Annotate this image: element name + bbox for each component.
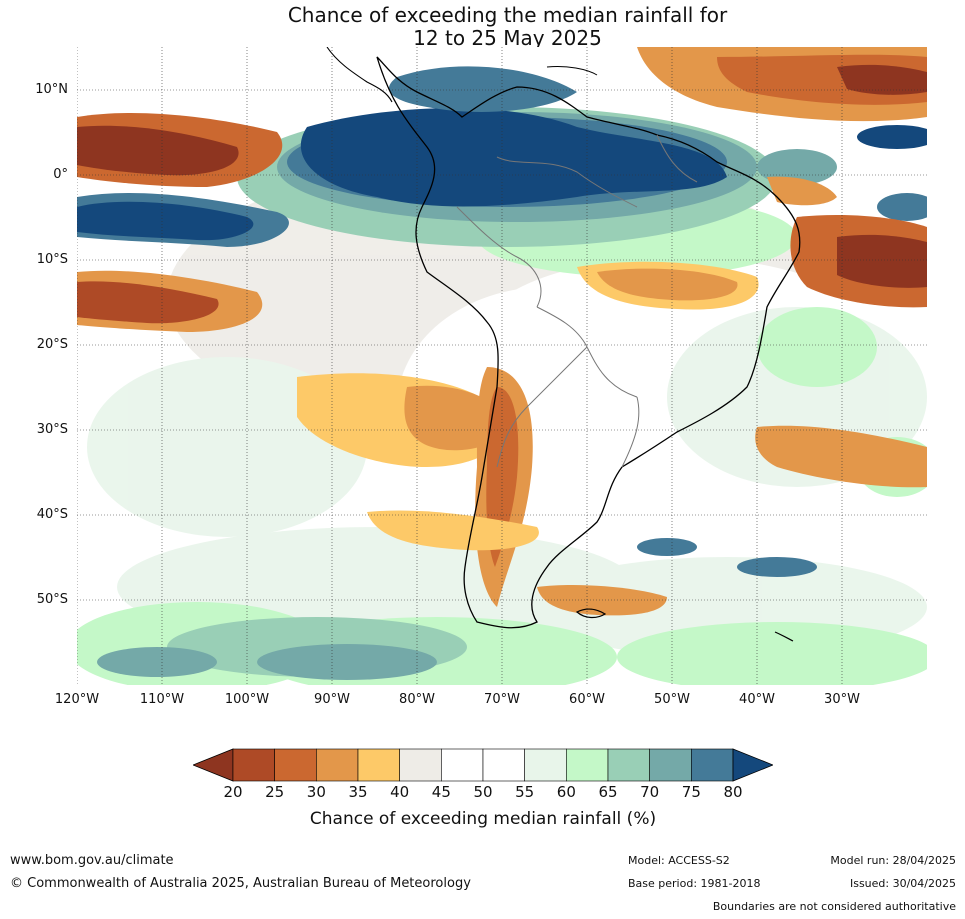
country-borders [456,134,698,468]
caribbean-islands [546,66,598,76]
colorbar-tick-label: 35 [348,783,368,801]
copyright-text: © Commonwealth of Australia 2025, Austra… [10,876,471,891]
lat-label-50s: 50°S [36,592,68,607]
central-america-coastline [326,47,393,103]
lon-label-120w: 120°W [54,692,100,707]
lon-label-110w: 110°W [139,692,185,707]
lon-label-70w: 70°W [484,692,520,707]
lat-label-40s: 40°S [36,507,68,522]
colorbar-tick-label: 45 [431,783,451,801]
colorbar-arrow-low [193,748,234,782]
colorbar-tick-label: 65 [598,783,618,801]
colorbar-tick-label: 20 [223,783,243,801]
colorbar-tick-label: 70 [640,783,660,801]
colorbar-tick-label: 30 [306,783,326,801]
base-period-text: Base period: 1981-2018 [628,877,761,890]
colorbar [193,748,773,782]
lat-label-0: 0° [53,167,68,182]
model-run-text: Model run: 28/04/2025 [830,854,956,867]
lon-label-60w: 60°W [569,692,605,707]
lon-label-100w: 100°W [224,692,270,707]
lon-label-40w: 40°W [739,692,775,707]
issued-text: Issued: 30/04/2025 [849,877,956,890]
colorbar-arrow-high [732,748,773,782]
colorbar-segment [232,748,275,782]
lat-label-10n: 10°N [35,82,68,97]
lat-label-10s: 10°S [36,252,68,267]
colorbar-segment [441,748,484,782]
colorbar-segment [316,748,359,782]
colorbar-tick-label: 75 [681,783,701,801]
model-text: Model: ACCESS-S2 [628,854,730,867]
lat-label-30s: 30°S [36,422,68,437]
colorbar-segment [566,748,609,782]
colorbar-tick-label: 50 [473,783,493,801]
colorbar-segment [649,748,692,782]
south-georgia [774,631,794,642]
colorbar-segment [399,748,442,782]
dry-regions [77,47,927,616]
colorbar-segment [691,748,734,782]
lat-label-20s: 20°S [36,337,68,352]
rainfall-map [77,47,927,685]
title-line-2: 12 to 25 May 2025 [413,26,602,50]
disclaimer-text: Boundaries are not considered authoritat… [712,900,956,913]
falkland-islands [575,608,607,619]
colorbar-segment [482,748,525,782]
south-america-coastline [376,56,801,629]
colorbar-label: Chance of exceeding median rainfall (%) [309,809,657,829]
colorbar-tick-label: 80 [723,783,743,801]
title-line-1: Chance of exceeding the median rainfall … [287,3,728,27]
gridlines [77,47,927,685]
lon-label-80w: 80°W [399,692,435,707]
colorbar-segment [274,748,317,782]
colorbar-tick-label: 40 [390,783,410,801]
lon-label-30w: 30°W [824,692,860,707]
colorbar-tick-label: 25 [265,783,285,801]
colorbar-tick-label: 60 [556,783,576,801]
lon-label-50w: 50°W [654,692,690,707]
colorbar-segment [524,748,567,782]
colorbar-tick-label: 55 [515,783,535,801]
lon-label-90w: 90°W [314,692,350,707]
colorbar-segment [357,748,400,782]
website-link[interactable]: www.bom.gov.au/climate [10,853,174,868]
map-title: Chance of exceeding the median rainfall … [0,4,965,50]
wet-blue-regions [77,66,927,680]
colorbar-segment [607,748,650,782]
